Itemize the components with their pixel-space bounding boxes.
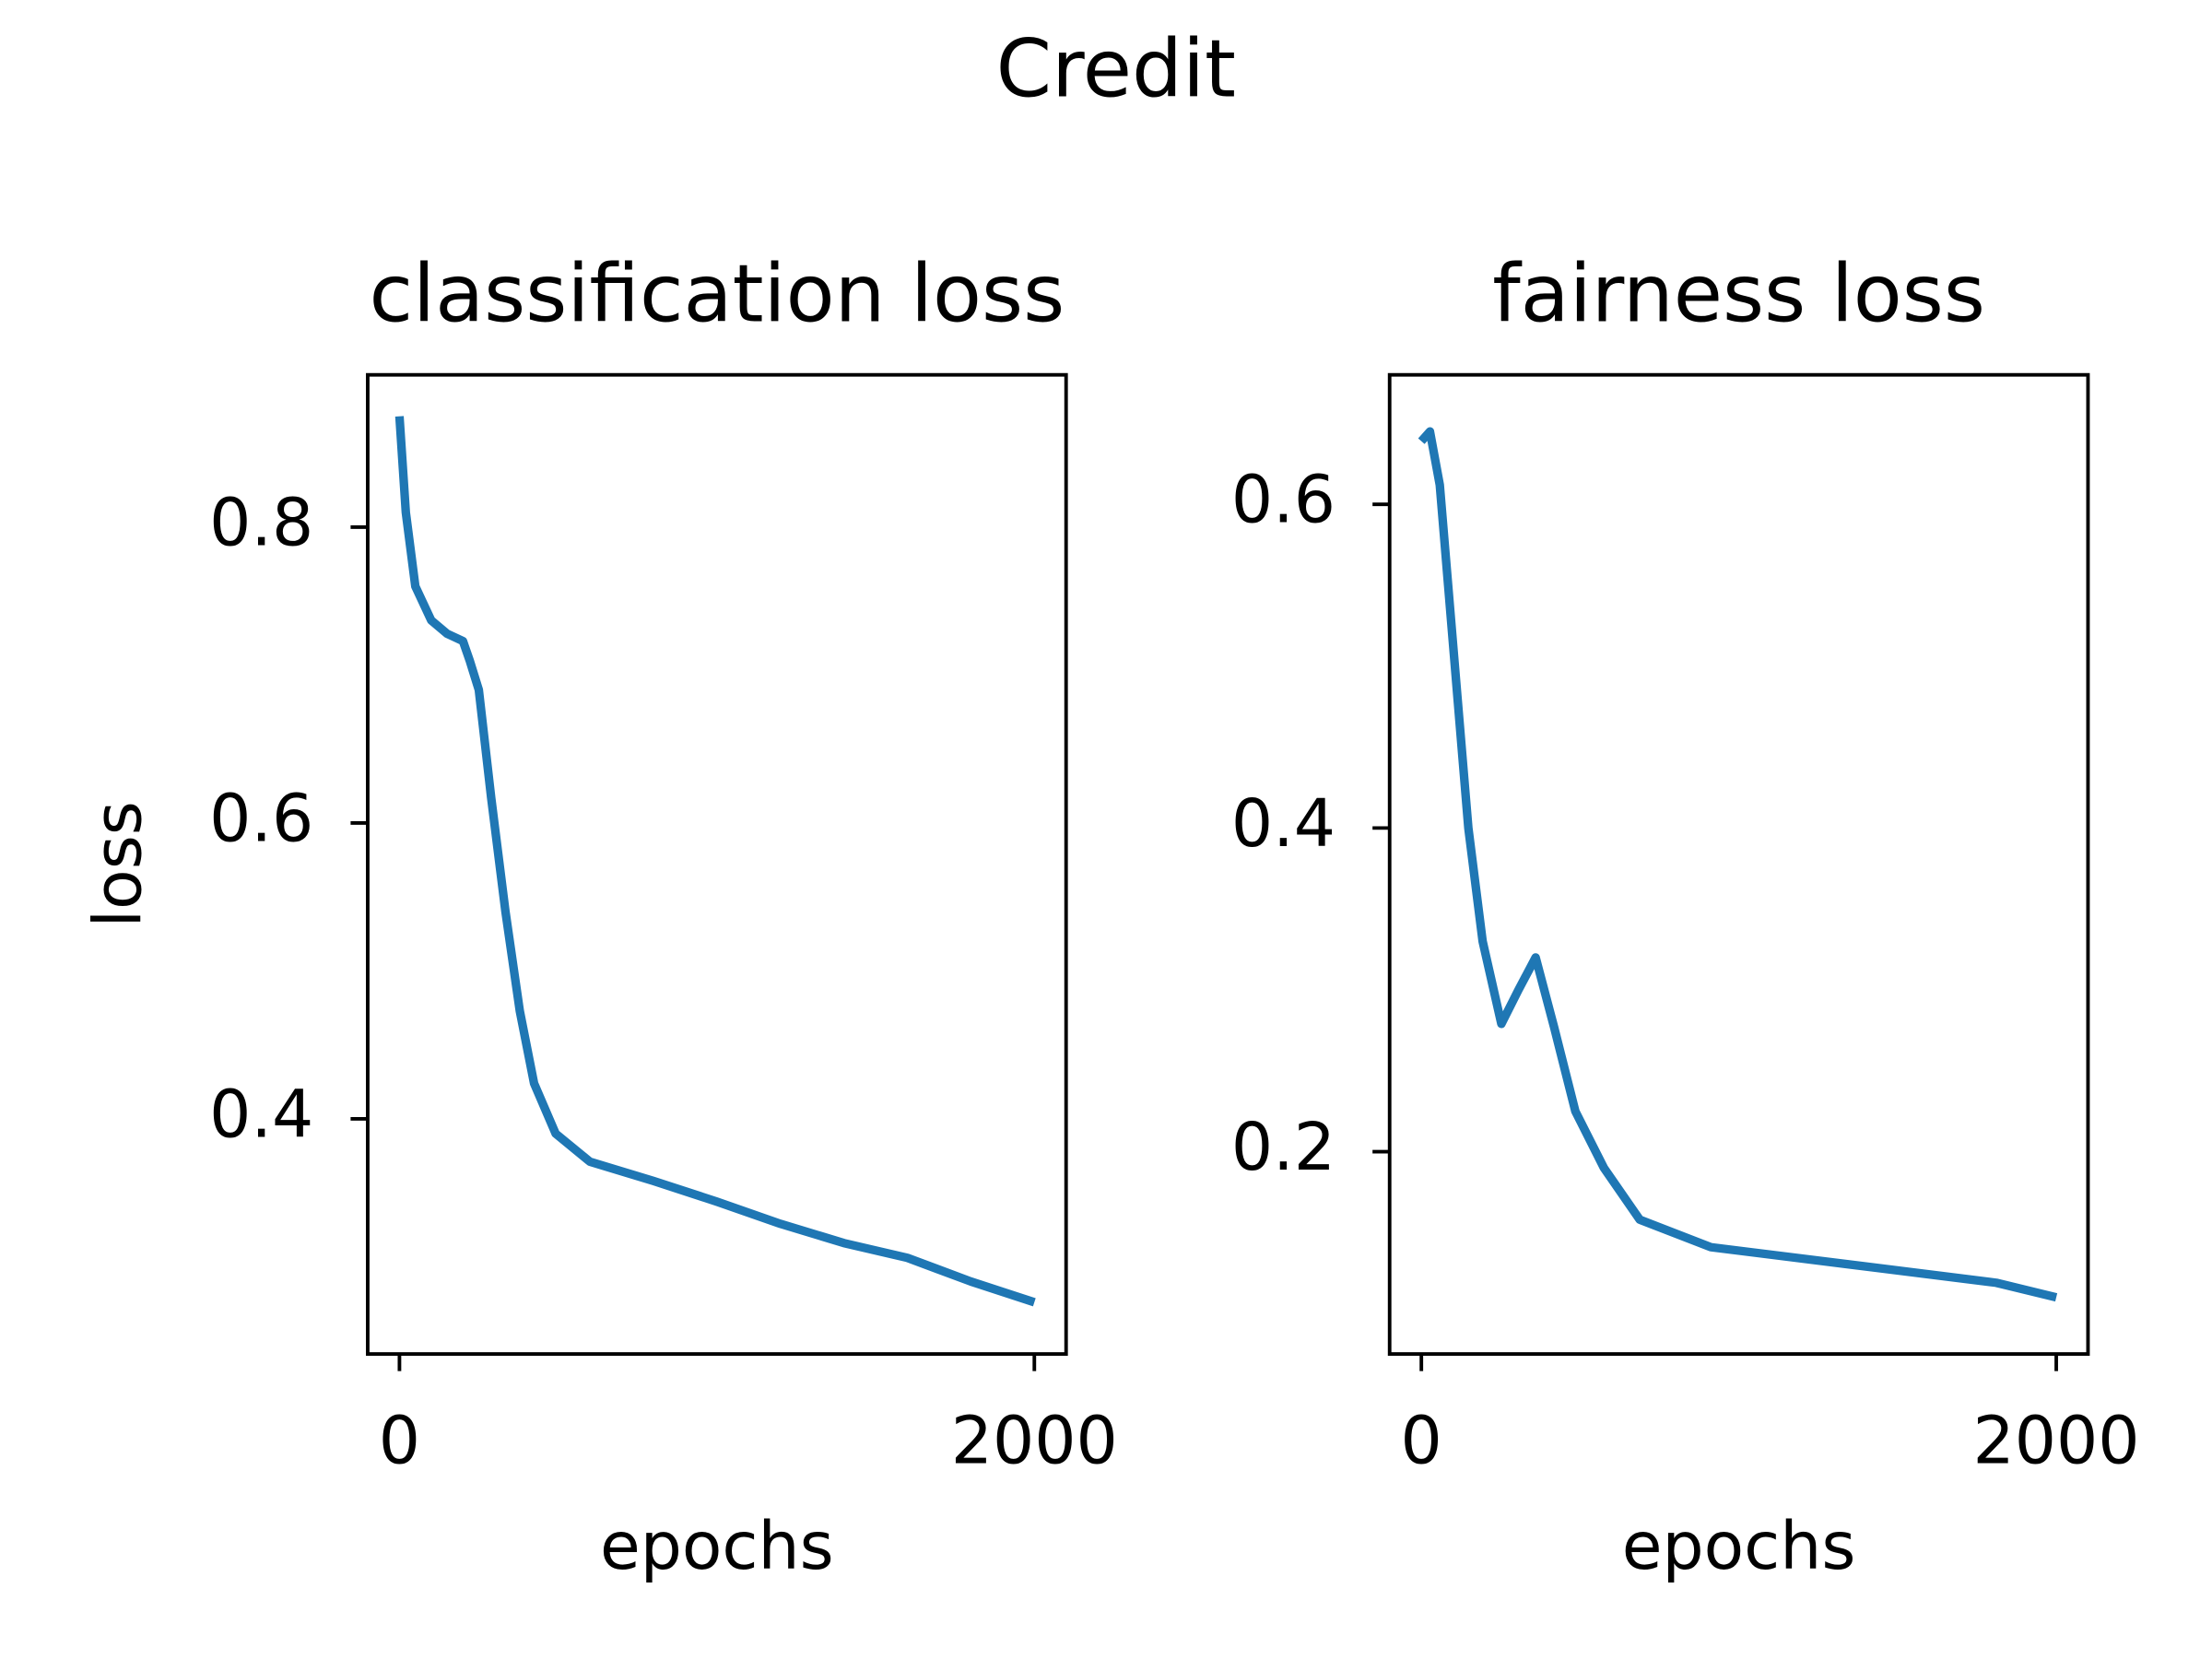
x-axis-label: epochs — [600, 1508, 834, 1584]
loss-line — [394, 416, 1036, 1307]
x-tick-label: 0 — [1401, 1403, 1442, 1479]
figure-title: Credit — [996, 23, 1236, 115]
chart-title: classification loss — [369, 249, 1065, 341]
plot-frame — [1387, 372, 2090, 1357]
y-axis-label: loss — [80, 801, 157, 927]
y-tick-label: 0.6 — [209, 780, 313, 856]
y-tick-label: 0.8 — [209, 485, 313, 561]
x-tick-label: 0 — [379, 1403, 420, 1479]
y-tick-label: 0.6 — [1231, 462, 1335, 538]
y-tick-label: 0.2 — [1231, 1109, 1335, 1185]
chart-title: fairness loss — [1492, 249, 1985, 341]
plot-frame — [366, 372, 1068, 1357]
y-tick-label: 0.4 — [1231, 785, 1335, 862]
x-tick-label: 2000 — [1973, 1403, 2140, 1479]
x-tick-label: 2000 — [951, 1403, 1118, 1479]
loss-line — [1418, 427, 2058, 1302]
y-tick-label: 0.4 — [209, 1076, 313, 1152]
x-axis-label: epochs — [1622, 1508, 1856, 1584]
